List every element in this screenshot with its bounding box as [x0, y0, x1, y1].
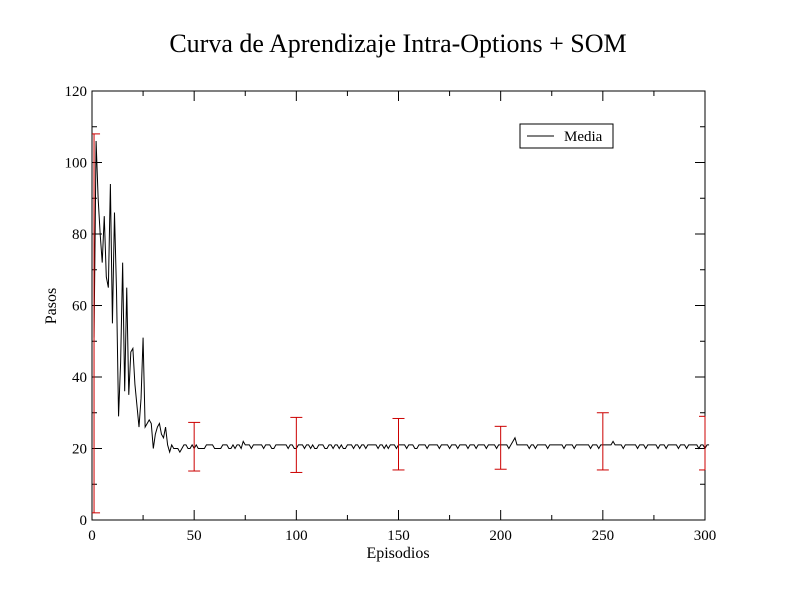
x-axis-label: Episodios: [366, 545, 429, 562]
x-tick-label: 250: [592, 528, 615, 544]
x-tick-label: 150: [387, 528, 410, 544]
y-axis-label: Pasos: [43, 288, 60, 324]
y-tick-label: 20: [72, 442, 87, 458]
legend: Media: [519, 123, 614, 149]
error-bar: [699, 415, 706, 471]
series-line-media: [93, 141, 710, 454]
y-tick-label: 80: [72, 227, 87, 243]
error-bar: [392, 417, 405, 471]
y-tick-label: 40: [72, 370, 87, 386]
y-tick-label: 120: [65, 84, 88, 100]
error-bar: [92, 133, 101, 514]
legend-label-media: Media: [564, 129, 603, 145]
axis-ticks: 0 50 100 150 200 250 300 0 20 40 60 80 100 120: [65, 84, 717, 544]
chart-title: Curva de Aprendizaje Intra-Options + SOM: [169, 29, 626, 58]
error-bars: [92, 133, 706, 514]
x-tick-label: 0: [88, 528, 96, 544]
x-tick-label: 300: [694, 528, 717, 544]
error-bar: [596, 412, 609, 471]
error-bar: [188, 421, 201, 472]
x-tick-label: 100: [285, 528, 308, 544]
error-bar: [494, 425, 507, 470]
y-tick-label: 60: [72, 299, 87, 315]
y-tick-label: 0: [80, 513, 88, 529]
series-group: [93, 141, 710, 454]
plot-area: 0 50 100 150 200 250 300 0 20 40 60 80 100 120: [65, 84, 717, 544]
error-bar: [290, 416, 303, 473]
y-tick-label: 100: [65, 156, 88, 172]
x-tick-label: 50: [187, 528, 202, 544]
x-tick-label: 200: [489, 528, 512, 544]
